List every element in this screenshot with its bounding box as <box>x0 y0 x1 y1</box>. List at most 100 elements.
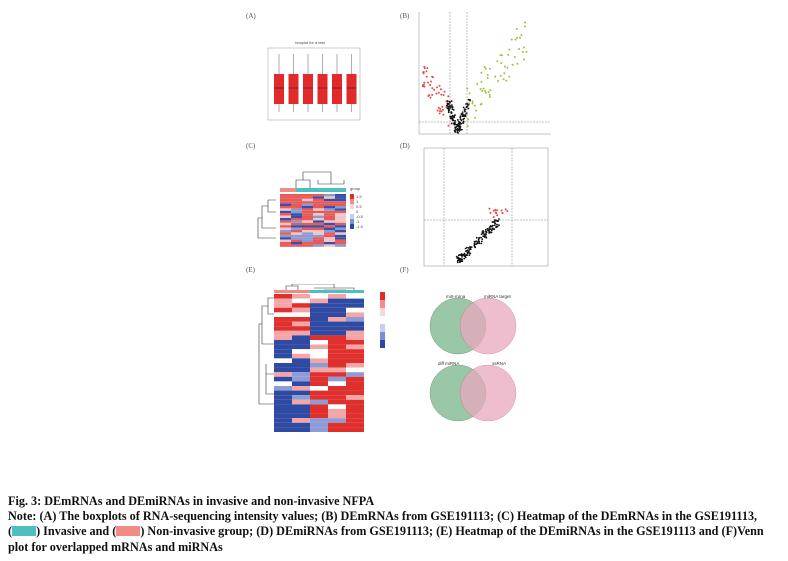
volcano-b-up-point <box>471 100 474 103</box>
heatmap-e-cell <box>310 399 328 405</box>
heatmap-c-legend-tick: -0.5 <box>356 214 364 219</box>
volcano-b-up-point <box>503 72 506 75</box>
heatmap-c-cell <box>302 201 313 204</box>
volcano-b-up-point <box>466 87 469 90</box>
volcano-b-point <box>447 105 450 108</box>
heatmap-c-cell <box>280 206 291 209</box>
heatmap-e-cell <box>274 381 292 386</box>
heatmap-e-cell <box>274 404 292 409</box>
volcano-d-point <box>484 229 487 231</box>
volcano-b-down-point <box>425 70 428 73</box>
heatmap-e-cell <box>328 386 346 391</box>
heatmap-e-cell <box>310 307 328 313</box>
heatmap-c-cell <box>313 203 324 206</box>
volcano-b-points <box>421 21 528 134</box>
heatmap-c-cell <box>280 201 291 204</box>
volcano-d-point <box>466 246 468 249</box>
heatmap-c-cell <box>313 227 324 230</box>
volcano-d-point <box>486 227 489 230</box>
heatmap-e-cell <box>274 367 292 373</box>
heatmap-c-cell <box>291 198 302 202</box>
heatmap-c-cell <box>291 222 302 226</box>
volcano-b-up-point <box>524 21 527 24</box>
boxplot-boxes <box>274 54 357 112</box>
heatmap-c-cell <box>335 239 346 242</box>
volcano-d-point <box>497 219 500 222</box>
figure-caption: Fig. 3: DEmRNAs and DEmiRNAs in invasive… <box>8 494 783 555</box>
volcano-b-point <box>450 104 453 107</box>
heatmap-e-cell <box>292 404 310 409</box>
heatmap-e-cell <box>328 294 346 299</box>
heatmap-c-cell <box>291 234 302 238</box>
heatmap-c-cell <box>335 208 346 211</box>
volcano-d-sig-point <box>488 207 491 210</box>
volcano-b-point <box>454 119 456 122</box>
venn2-right-label: ssRNA <box>492 361 506 366</box>
heatmap-c-dendrogram-top <box>295 171 345 188</box>
volcano-d-sig-point <box>506 210 509 213</box>
volcano-b-up-point <box>474 116 477 119</box>
volcano-b-point <box>447 111 450 114</box>
volcano-b-down-point <box>442 113 445 116</box>
volcano-b-point <box>450 112 453 114</box>
volcano-b-up-point <box>487 91 490 94</box>
heatmap-e-cell <box>274 363 292 368</box>
heatmap-c-cell <box>335 215 346 218</box>
heatmap-e-cell <box>328 395 346 400</box>
heatmap-e-cell <box>292 335 310 340</box>
volcano-d-point <box>457 258 460 261</box>
heatmap-e-cell <box>310 344 328 350</box>
volcano-b-down-point <box>445 100 448 103</box>
heatmap-e-cell <box>310 321 328 327</box>
volcano-b-up-point <box>522 58 525 61</box>
volcano-d-point <box>466 251 469 254</box>
heatmap-c-legend-title: group <box>350 186 361 191</box>
volcano-d-point <box>469 252 472 255</box>
heatmap-c-cell <box>280 237 291 240</box>
heatmap-e-cell <box>310 326 328 331</box>
volcano-d-sig-point <box>500 209 503 212</box>
heatmap-e-cell <box>274 390 292 396</box>
heatmap-e-legend-swatch <box>380 332 385 340</box>
volcano-b-point <box>457 125 460 128</box>
heatmap-e-cell <box>328 335 346 340</box>
heatmap-e-cell <box>292 372 310 377</box>
heatmap-e-cell <box>346 349 364 354</box>
volcano-b-up-point <box>483 65 486 68</box>
volcano-d-point <box>465 254 468 257</box>
volcano-d-point <box>475 243 478 245</box>
volcano-d-point <box>498 224 500 227</box>
heatmap-e-cell <box>346 340 364 345</box>
heatmap-e-cell <box>310 427 328 432</box>
volcano-b-point <box>465 103 467 105</box>
volcano-b-point <box>458 121 461 124</box>
heatmap-e-cell <box>310 312 328 317</box>
heatmap-e-cell <box>274 340 292 345</box>
volcano-b-up-point <box>516 36 519 39</box>
heatmap-e-cell <box>346 386 364 391</box>
volcano-b-point <box>462 120 465 123</box>
heatmap-c-cell <box>302 198 313 202</box>
volcano-b-up-point <box>486 76 489 79</box>
heatmap-c-cell <box>335 234 346 238</box>
heatmap-e-cell <box>346 321 364 327</box>
boxplot-box <box>274 74 284 104</box>
volcano-d-point <box>480 242 483 245</box>
heatmap-e-cell <box>346 326 364 331</box>
heatmap-e-cell <box>292 326 310 331</box>
caption-note-line1: Note: (A) The boxplots of RNA-sequencing… <box>8 509 758 524</box>
venn1-left-label: mirt-mrna <box>446 294 466 299</box>
volcano-d-point <box>482 232 484 235</box>
volcano-b-up-point <box>506 66 509 69</box>
heatmap-e-legend-swatch <box>380 316 385 324</box>
heatmap-e-cell <box>310 422 328 428</box>
volcano-d-point <box>464 247 467 250</box>
heatmap-c-cell <box>302 225 313 228</box>
heatmap-c-cell <box>335 232 346 235</box>
heatmap-c-legend-swatch <box>350 224 354 229</box>
volcano-b-down-point <box>428 94 431 97</box>
heatmap-c-cell <box>313 220 324 223</box>
heatmap-c-cell <box>324 239 335 242</box>
heatmap-e-cell <box>346 422 364 428</box>
heatmap-e-cell <box>328 349 346 354</box>
